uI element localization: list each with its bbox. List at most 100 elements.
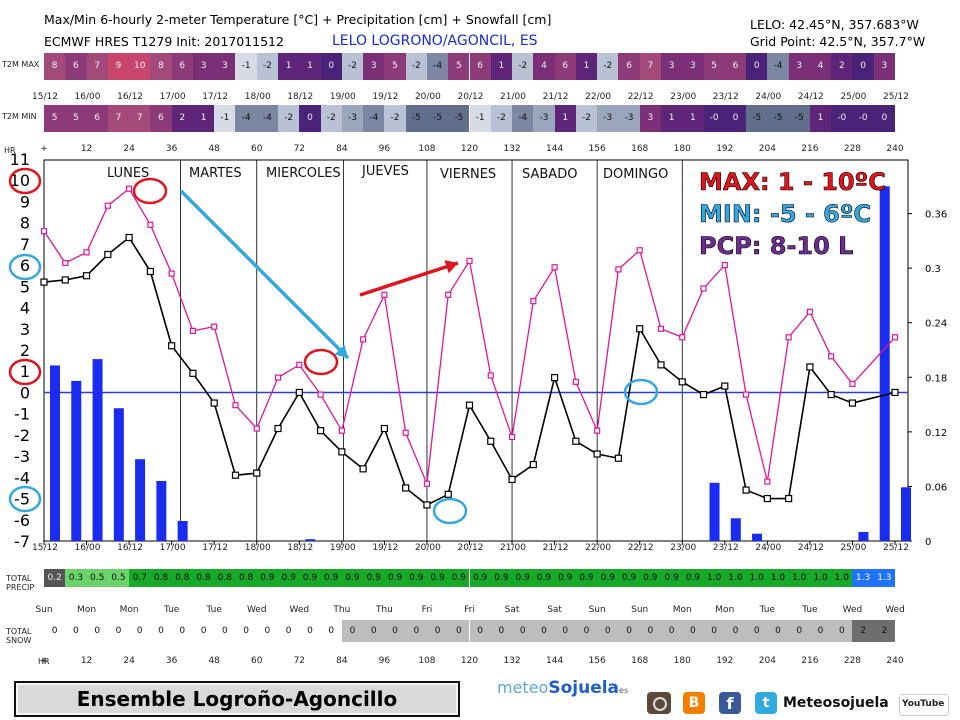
series-point-0 <box>466 257 473 264</box>
tick-label: 96 <box>378 144 391 154</box>
y-tick-label: 5 <box>20 277 30 296</box>
maxrow-cell: -2 <box>512 53 534 80</box>
y-tick-label: 9 <box>20 192 30 211</box>
twitter-icon[interactable]: t <box>755 692 777 714</box>
preciprow-cell: 0.9 <box>469 569 491 587</box>
pcp-annotation: PCP: 8-10 L <box>699 232 854 261</box>
tick-label: 204 <box>758 656 776 666</box>
tick-label: 18/12 <box>287 543 314 553</box>
weekday-tick: Fri <box>464 605 475 615</box>
snowrow-cell: 0 <box>256 620 279 642</box>
series-point-1 <box>806 363 814 371</box>
snowrow-cell: 0 <box>299 620 321 642</box>
maxrow-cell: 5 <box>703 53 725 80</box>
tick-label: 25/12 <box>883 92 909 102</box>
facebook-icon[interactable]: f <box>719 692 741 714</box>
minrow-cell: -1 <box>469 105 491 132</box>
series-point-1 <box>274 424 282 433</box>
preciprow-cell: 0.9 <box>639 569 661 587</box>
axis-highlight-circle <box>8 253 42 281</box>
y2-tick-label: 0.24 <box>925 319 947 330</box>
series-point-1 <box>508 475 516 484</box>
maxrow-cell: 3 <box>660 53 683 80</box>
minrow-cell: -4 <box>512 105 534 132</box>
date-ticks-top: 15/12 16/00 16/12 17/00 17/12 18/00 18/12 19/00… <box>0 92 960 104</box>
minrow-cell: 6 <box>150 105 172 132</box>
series-point-0 <box>487 372 494 379</box>
series-point-0 <box>742 391 750 398</box>
series-point-1 <box>529 461 537 469</box>
series-point-1 <box>593 450 601 458</box>
tick-label: 156 <box>588 656 606 666</box>
precip-bar <box>879 186 890 542</box>
youtube-icon[interactable]: YouTube <box>899 694 949 716</box>
y-tick-label: -3 <box>14 447 30 466</box>
minrow-cell: 1 <box>682 105 704 132</box>
snowrow-cell: 0 <box>490 620 513 642</box>
series-point-0 <box>253 425 260 432</box>
snowrow-cell: 0 <box>767 620 789 642</box>
tick-label: 24/12 <box>797 92 824 102</box>
minrow-cell: -3 <box>618 105 640 132</box>
y2-tick-label: 0 <box>925 537 931 548</box>
series-point-0 <box>551 264 558 271</box>
tick-label: 18/12 <box>287 92 314 102</box>
series-point-0 <box>338 427 345 434</box>
precip-bar <box>177 520 188 541</box>
tick-label: 22/12 <box>627 543 654 553</box>
minrow-cell: -5 <box>405 105 427 132</box>
minrow-cell: 5 <box>65 105 87 132</box>
maxrow-cell: 3 <box>363 53 385 80</box>
maxrow-cell: 1 <box>490 53 513 80</box>
series-point-0 <box>168 270 175 277</box>
tick-label: 192 <box>716 656 734 666</box>
t2m-max-label: T2M MAX <box>2 60 40 69</box>
tick-label: 16/12 <box>117 92 144 102</box>
tick-label: 108 <box>418 656 436 666</box>
series-point-0 <box>232 402 239 409</box>
tick-label: 204 <box>758 144 776 154</box>
tick-label: 120 <box>460 144 479 154</box>
minrow-cell: -5 <box>448 105 470 132</box>
tick-label: 144 <box>546 144 564 154</box>
series-point-1 <box>572 437 580 445</box>
series-point-1 <box>465 401 474 409</box>
preciprow-cell: 1.3 <box>873 569 895 587</box>
hour-ticks-top: +12 24 36 48 60 72 84 96 108 120 132 144 156 168 180 19… <box>0 144 960 156</box>
tick-label: 20/00 <box>414 92 441 102</box>
y-tick-label: -7 <box>14 532 30 551</box>
minrow-cell: 0 <box>724 105 747 132</box>
maxrow-cell: 7 <box>86 53 108 80</box>
tick-label: 72 <box>293 656 306 666</box>
preciprow-cell: 1.0 <box>724 569 747 587</box>
tick-label: 21/00 <box>500 543 526 553</box>
tick-label: 19/00 <box>329 543 356 553</box>
tick-label: 24/00 <box>755 92 782 102</box>
maxrow-cell: 1 <box>299 53 321 80</box>
series-point-0 <box>423 480 431 487</box>
tick-label: 216 <box>801 144 819 154</box>
tick-label: 216 <box>801 656 819 666</box>
snowrow-cell: 0 <box>214 620 236 642</box>
tick-label: 17/00 <box>159 92 186 102</box>
series-point-0 <box>317 391 324 398</box>
preciprow-cell: 1.0 <box>767 569 789 587</box>
y-tick-label: 6 <box>20 256 30 275</box>
instagram-icon[interactable] <box>647 692 671 714</box>
station-coords: LELO: 42.45°N, 357.683°W <box>750 17 919 32</box>
y2-tick-label: 0.18 <box>925 373 947 384</box>
tick-label: + <box>40 144 48 154</box>
preciprow-cell: 0.2 <box>44 569 66 587</box>
chart-title: Max/Min 6-hourly 2-meter Temperature [°C… <box>44 12 552 27</box>
series-point-1 <box>444 490 452 498</box>
maxrow-cell: 4 <box>533 53 555 80</box>
series-point-0 <box>83 249 90 256</box>
social-handle[interactable]: Meteosojuela <box>783 695 889 711</box>
snowrow-cell: 0 <box>618 620 640 642</box>
maxrow-cell: 0 <box>746 53 768 80</box>
precip-bar <box>305 539 316 541</box>
meteosojuela-logo[interactable]: meteoSojuelaes <box>497 678 628 698</box>
weekday-tick: Thu <box>333 605 351 615</box>
y-tick-label: -6 <box>14 511 30 530</box>
blogger-icon[interactable]: B <box>683 692 705 714</box>
